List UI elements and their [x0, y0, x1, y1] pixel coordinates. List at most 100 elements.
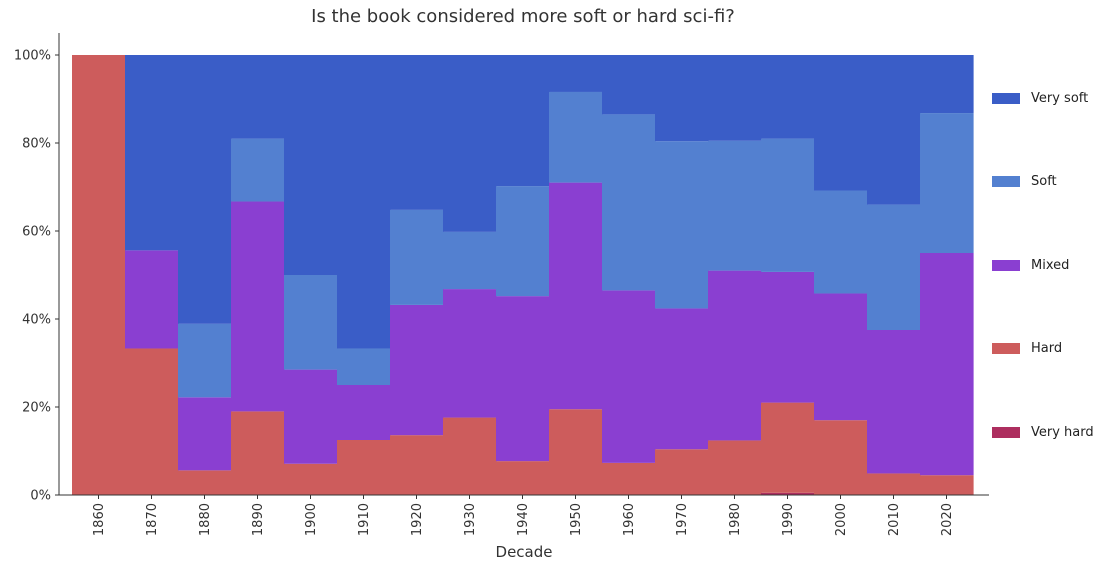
bar-segment-very-soft-1970	[655, 55, 709, 142]
bars-layer	[72, 55, 974, 495]
bar-segment-hard-2000	[814, 420, 868, 495]
x-tick-label: 1930	[463, 503, 478, 536]
bar-segment-very-soft-2000	[814, 55, 868, 191]
legend-label: Very hard	[1031, 424, 1094, 440]
bar-segment-hard-1900	[284, 463, 338, 495]
y-tick-label: 40%	[22, 313, 51, 328]
bar-segment-very-soft-1910	[337, 55, 391, 349]
x-tick-label: 1960	[622, 503, 637, 536]
bar-segment-very-soft-1950	[549, 55, 603, 92]
bar-segment-hard-1870	[125, 348, 179, 495]
x-tick-label: 1970	[675, 503, 690, 536]
bar-segment-hard-1930	[443, 417, 497, 495]
bar-segment-hard-1950	[549, 409, 603, 495]
bar-segment-hard-1910	[337, 440, 391, 495]
legend-item-hard: Hard	[992, 339, 1062, 359]
legend-swatch	[992, 92, 1020, 104]
bar-segment-soft-2000	[814, 190, 868, 294]
bar-segment-very-soft-1980	[708, 55, 762, 141]
bar-segment-very-soft-1870	[125, 55, 179, 251]
legend-swatch	[992, 176, 1020, 187]
legend-label: Mixed	[1031, 257, 1070, 273]
bar-segment-hard-1920	[390, 435, 444, 495]
bar-segment-very-soft-1900	[284, 55, 338, 275]
bar-segment-mixed-1880	[178, 397, 232, 471]
x-tick-label: 2020	[940, 503, 955, 536]
legend-label: Hard	[1031, 341, 1063, 356]
x-tick-label: 1890	[251, 503, 266, 536]
x-tick-label: 1860	[92, 503, 107, 536]
legend-item-mixed: Mixed	[992, 255, 1069, 275]
x-tick-label: 1880	[198, 503, 213, 536]
bar-segment-mixed-1980	[708, 270, 762, 441]
bar-segment-soft-1980	[708, 140, 762, 271]
legend-item-very-soft: Very soft	[992, 88, 1088, 108]
bar-segment-hard-1970	[655, 449, 709, 495]
bar-segment-hard-1960	[602, 462, 656, 495]
bar-segment-mixed-1940	[496, 296, 550, 462]
legend-label: Soft	[1031, 174, 1057, 189]
x-tick-label: 1940	[516, 503, 531, 536]
bar-segment-mixed-2020	[920, 253, 974, 476]
bar-segment-soft-1900	[284, 275, 338, 370]
bar-segment-very-soft-1930	[443, 55, 497, 232]
bar-segment-mixed-1950	[549, 182, 603, 410]
y-ticks: 0% 20% 40% 60% 80% 100%	[14, 49, 59, 504]
bar-segment-mixed-1870	[125, 250, 179, 349]
legend-swatch	[992, 259, 1020, 271]
x-tick-label: 1870	[145, 503, 160, 536]
bar-segment-soft-1880	[178, 323, 232, 398]
bar-segment-very-soft-1880	[178, 55, 232, 324]
bar-segment-soft-1890	[231, 138, 285, 202]
bar-segment-hard-1940	[496, 461, 550, 495]
chart-title: Is the book considered more soft or hard…	[311, 6, 735, 27]
bar-segment-mixed-1960	[602, 290, 656, 463]
bar-segment-mixed-1990	[761, 271, 815, 403]
bar-segment-hard-1890	[231, 411, 285, 495]
x-tick-label: 2010	[887, 503, 902, 536]
bar-segment-soft-1940	[496, 186, 550, 297]
bar-segment-soft-2020	[920, 113, 974, 253]
legend-label: Very soft	[1031, 90, 1089, 106]
bar-segment-hard-2020	[920, 475, 974, 495]
bar-segment-hard-2010	[867, 473, 921, 495]
bar-segment-mixed-1970	[655, 308, 709, 450]
y-tick-label: 20%	[22, 401, 51, 416]
bar-segment-soft-1930	[443, 231, 497, 290]
bar-segment-mixed-2000	[814, 293, 868, 421]
bar-segment-soft-1960	[602, 114, 656, 291]
x-tick-label: 1920	[410, 503, 425, 536]
x-tick-label: 2000	[834, 503, 849, 536]
bar-segment-very-soft-1960	[602, 55, 656, 115]
x-tick-label: 1950	[569, 503, 584, 536]
bar-segment-soft-2010	[867, 204, 921, 330]
bar-segment-mixed-2010	[867, 330, 921, 474]
bar-segment-very-soft-2010	[867, 55, 921, 205]
x-ticks: 1860 1870 1880 1890 1900 1910 1920 1930 1940 1950…	[92, 495, 955, 536]
x-tick-label: 1910	[357, 503, 372, 536]
bar-segment-mixed-1930	[443, 289, 497, 418]
x-tick-label: 1980	[728, 503, 743, 536]
y-tick-label: 60%	[22, 225, 51, 240]
bar-segment-mixed-1890	[231, 201, 285, 412]
bar-segment-hard-1880	[178, 470, 232, 495]
bar-segment-soft-1990	[761, 138, 815, 272]
bar-segment-very-soft-1940	[496, 55, 550, 187]
bar-segment-very-soft-1890	[231, 55, 285, 139]
bar-segment-mixed-1920	[390, 304, 444, 436]
bar-segment-very-hard-1990	[761, 492, 815, 495]
bar-segment-soft-1910	[337, 348, 391, 385]
bar-segment-mixed-1910	[337, 385, 391, 440]
bar-segment-soft-1950	[549, 91, 603, 183]
bar-segment-hard-1980	[708, 440, 762, 495]
legend-swatch	[992, 426, 1020, 438]
x-tick-label: 1900	[304, 503, 319, 536]
x-axis-label: Decade	[496, 543, 553, 561]
y-tick-label: 0%	[30, 489, 51, 504]
bar-segment-soft-1920	[390, 209, 444, 305]
bar-segment-very-soft-1920	[390, 55, 444, 210]
x-tick-label: 1990	[781, 503, 796, 536]
bar-segment-hard-1860	[72, 55, 126, 495]
bar-segment-very-soft-2020	[920, 55, 974, 114]
